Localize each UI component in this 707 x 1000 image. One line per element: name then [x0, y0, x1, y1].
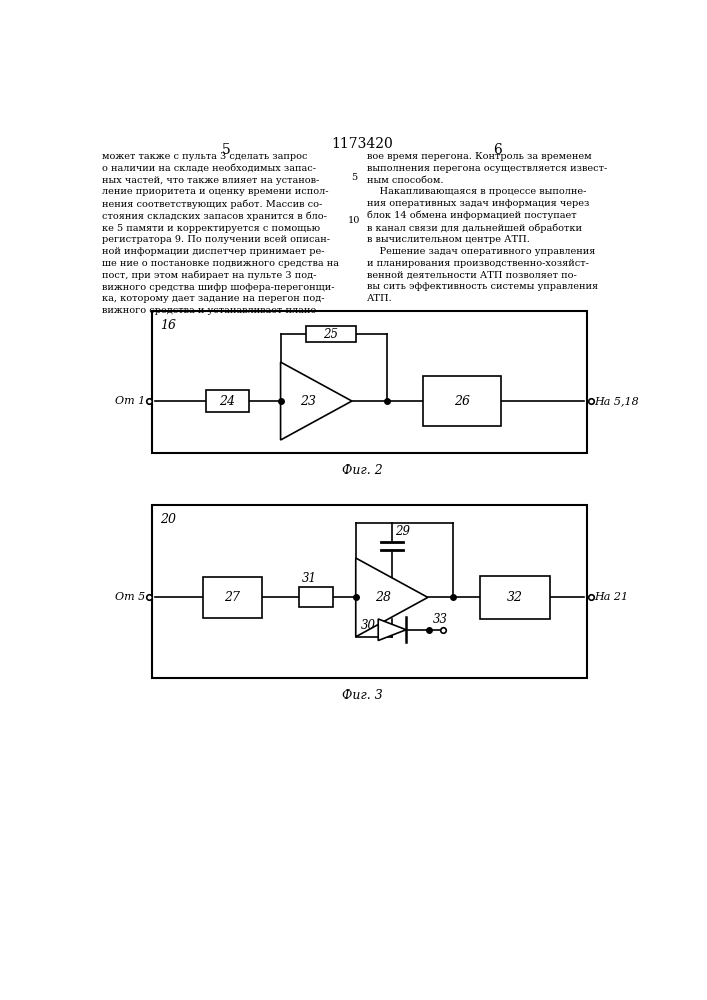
Text: 5: 5 [222, 143, 230, 157]
Text: 6: 6 [493, 143, 502, 157]
Bar [299, 587, 333, 607]
Text: 23: 23 [300, 395, 315, 408]
Text: На 5,18: На 5,18 [594, 396, 638, 406]
Text: На 21: На 21 [594, 592, 628, 602]
Polygon shape [378, 619, 406, 641]
Text: 33: 33 [433, 613, 448, 626]
Bar [305, 326, 356, 342]
Text: 31: 31 [301, 572, 317, 585]
Polygon shape [356, 558, 428, 637]
Text: 5: 5 [351, 173, 357, 182]
Text: 16: 16 [160, 319, 175, 332]
Text: 1173420: 1173420 [331, 137, 393, 151]
Text: 28: 28 [375, 591, 391, 604]
Bar [203, 577, 262, 618]
Text: может также с пульта 3 сделать запрос
о наличии на складе необходимых запас-
ных: может также с пульта 3 сделать запрос о … [103, 152, 339, 315]
Text: вое время перегона. Контроль за временем
выполнения перегона осуществляется изве: вое время перегона. Контроль за временем… [368, 152, 607, 303]
Text: 32: 32 [507, 591, 522, 604]
Text: 10: 10 [348, 216, 361, 225]
Bar [206, 390, 249, 412]
Text: 27: 27 [225, 591, 240, 604]
Polygon shape [281, 362, 352, 440]
Text: Фиг. 3: Фиг. 3 [341, 689, 382, 702]
Text: 25: 25 [323, 328, 339, 341]
Bar [480, 576, 549, 619]
Bar [423, 376, 501, 426]
Text: От 1: От 1 [115, 396, 146, 406]
Text: 24: 24 [219, 395, 235, 408]
Text: Фиг. 2: Фиг. 2 [341, 464, 382, 477]
Text: 29: 29 [395, 525, 410, 538]
Bar [152, 505, 588, 678]
Text: 30: 30 [361, 619, 376, 632]
Text: 26: 26 [454, 395, 470, 408]
Bar [152, 311, 588, 453]
Text: От 5: От 5 [115, 592, 146, 602]
Text: 20: 20 [160, 513, 175, 526]
